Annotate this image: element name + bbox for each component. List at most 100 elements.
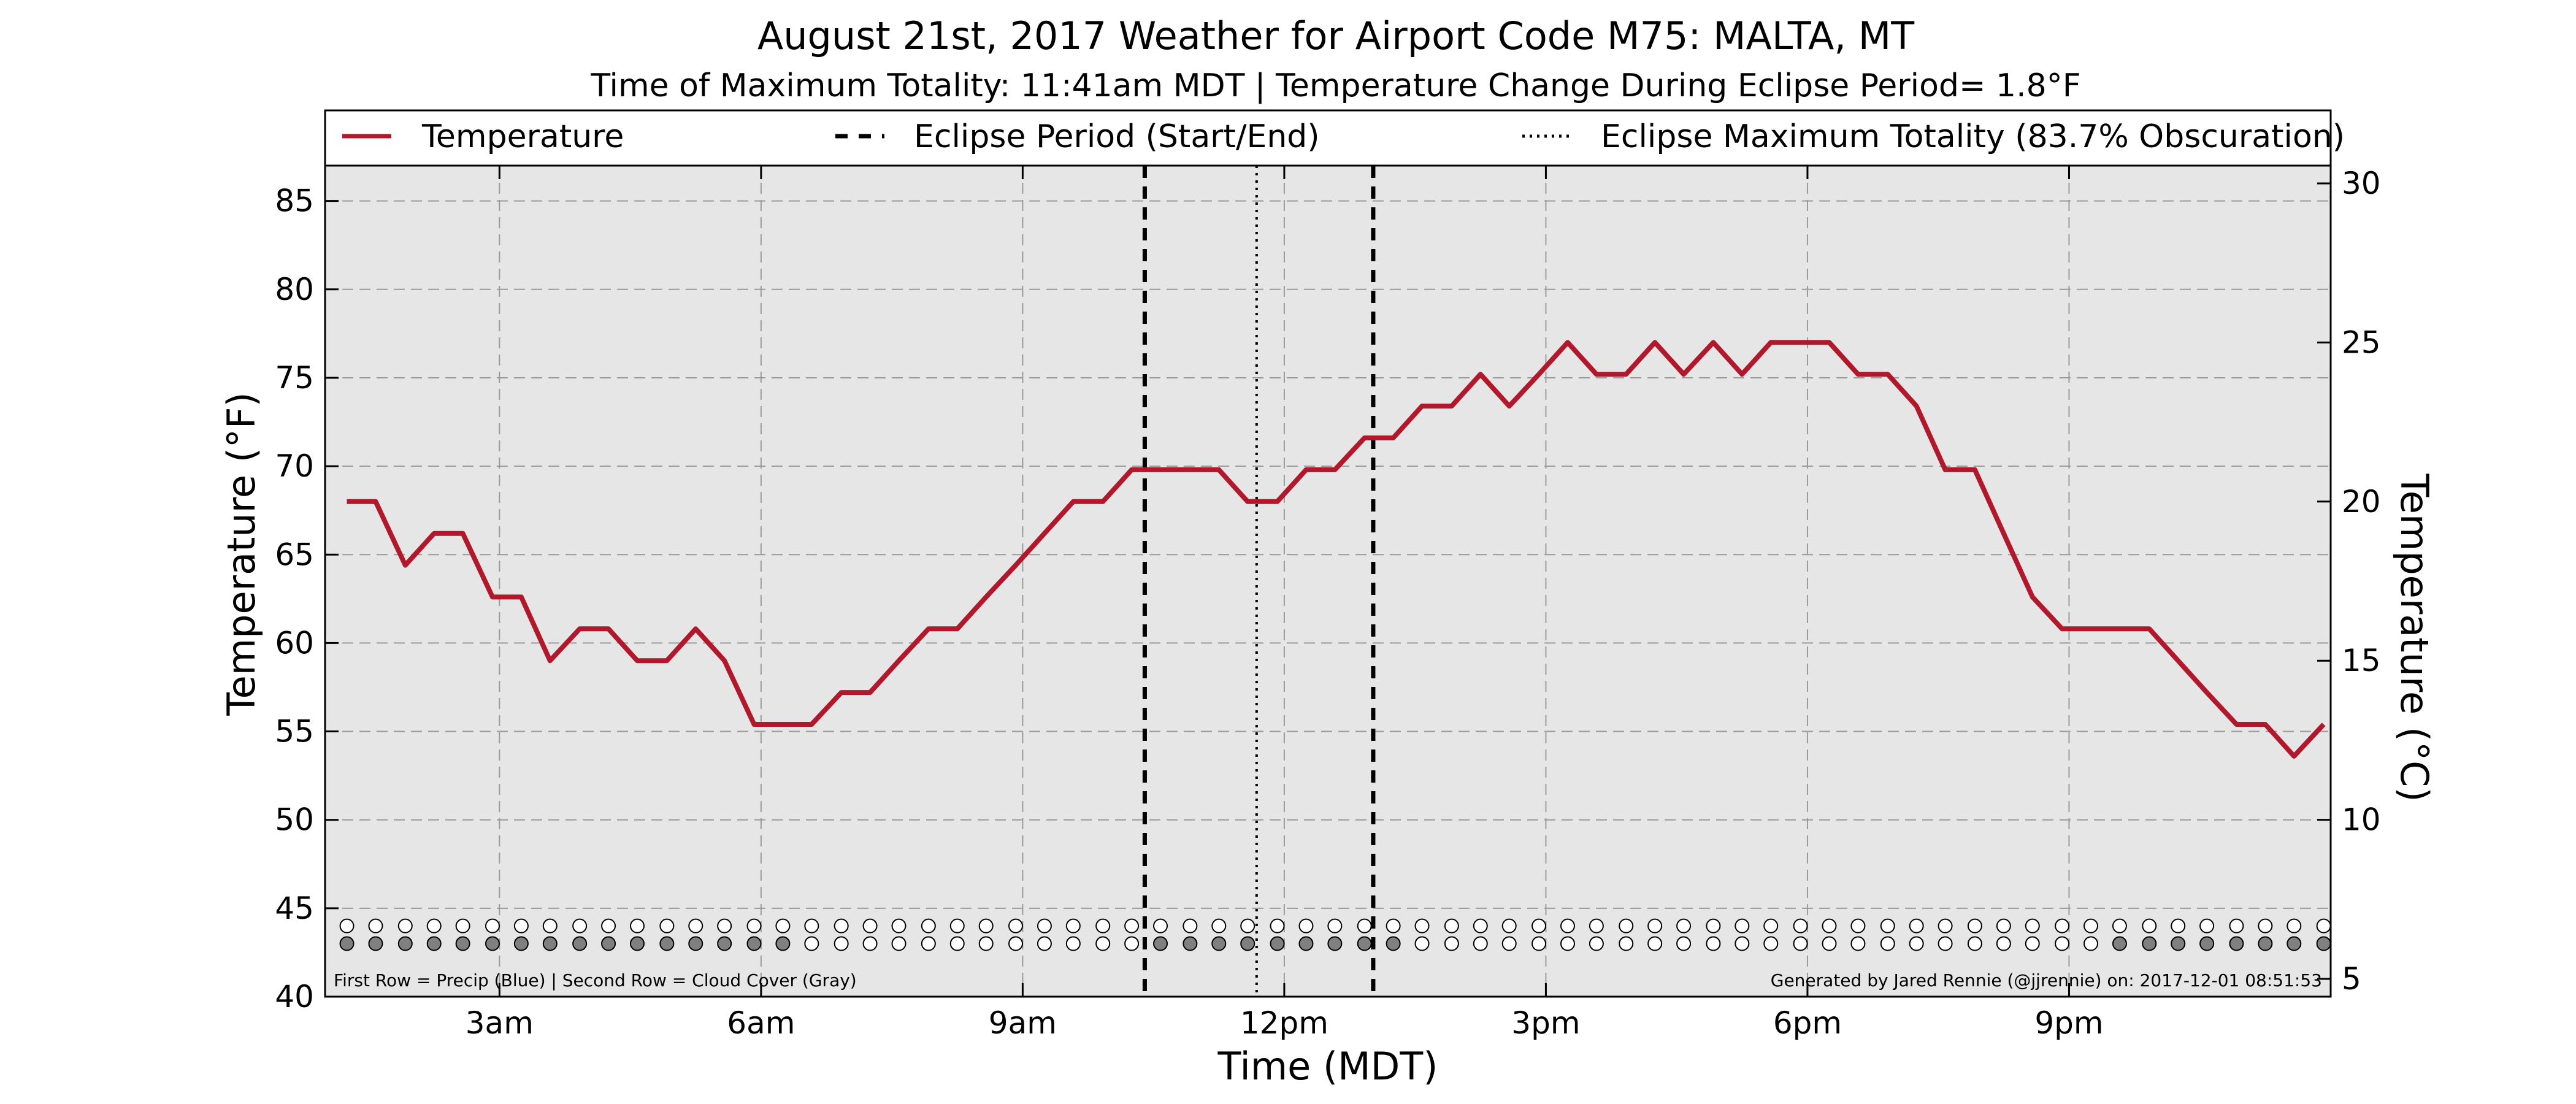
cloud-cover-marker <box>629 936 645 951</box>
precip-marker <box>921 918 936 933</box>
y-axis-label-left: Temperature (°F) <box>219 392 264 716</box>
precip-marker <box>1386 918 1401 933</box>
cloud-cover-marker <box>1327 936 1343 951</box>
cloud-cover-marker <box>485 936 500 951</box>
precip-marker <box>1065 918 1081 933</box>
cloud-cover-marker <box>1793 936 1808 951</box>
eclipse-lines <box>1142 166 1376 997</box>
cloud-cover-marker <box>1822 936 1837 951</box>
precip-marker <box>1763 918 1779 933</box>
precip-marker <box>746 918 762 933</box>
y-tick-label-left: 50 <box>275 802 314 838</box>
series-group <box>347 340 2326 759</box>
cloud-cover-marker <box>688 936 703 951</box>
cloud-cover-marker <box>1735 936 1750 951</box>
y-axis-label-right: Temperature (°C) <box>2392 473 2437 802</box>
cloud-cover-marker <box>1938 936 1953 951</box>
precip-marker <box>1589 918 1604 933</box>
precip-marker <box>1967 918 1982 933</box>
precip-marker <box>2083 918 2099 933</box>
cloud-cover-marker <box>513 936 529 951</box>
cloud-cover-marker <box>2142 936 2157 951</box>
precip-marker <box>1240 918 1255 933</box>
cloud-cover-marker <box>1589 936 1604 951</box>
chart-subtitle: Time of Maximum Totality: 11:41am MDT | … <box>590 67 2080 104</box>
cloud-cover-marker <box>1880 936 1895 951</box>
cloud-cover-marker <box>455 936 470 951</box>
precip-marker <box>1501 918 1517 933</box>
precip-marker <box>397 918 413 933</box>
precip-marker <box>717 918 732 933</box>
precip-marker <box>1124 918 1140 933</box>
plot-area <box>325 166 2331 997</box>
cloud-cover-marker <box>397 936 413 951</box>
cloud-cover-marker <box>1414 936 1430 951</box>
precip-marker <box>2055 918 2070 933</box>
cloud-cover-marker <box>717 936 732 951</box>
cloud-cover-marker <box>1240 936 1255 951</box>
precip-marker <box>455 918 470 933</box>
indicator-rows <box>339 918 2331 951</box>
cloud-cover-marker <box>1095 936 1111 951</box>
cloud-cover-marker <box>2171 936 2186 951</box>
cloud-cover-marker <box>862 936 878 951</box>
precip-marker <box>1619 918 1634 933</box>
cloud-cover-marker <box>1211 936 1227 951</box>
precip-marker <box>2316 918 2331 933</box>
precip-marker <box>1473 918 1488 933</box>
cloud-cover-marker <box>601 936 616 951</box>
precip-marker <box>834 918 849 933</box>
y-tick-label-left: 45 <box>275 891 314 926</box>
y-tick-label-left: 85 <box>275 183 314 219</box>
precip-marker <box>804 918 819 933</box>
cloud-cover-marker <box>1850 936 1866 951</box>
y-tick-label-left: 55 <box>275 714 314 749</box>
y-tick-label-right: 5 <box>2342 961 2361 997</box>
y-tick-label-left: 40 <box>275 979 314 1014</box>
precip-marker <box>1850 918 1866 933</box>
cloud-cover-marker <box>921 936 936 951</box>
cloud-cover-marker <box>1560 936 1575 951</box>
precip-marker <box>1706 918 1721 933</box>
cloud-cover-marker <box>1501 936 1517 951</box>
precip-marker <box>572 918 588 933</box>
cloud-cover-marker <box>659 936 675 951</box>
cloud-cover-marker <box>1676 936 1692 951</box>
cloud-cover-marker <box>542 936 558 951</box>
precip-marker <box>339 918 355 933</box>
precip-marker <box>1793 918 1808 933</box>
cloud-cover-marker <box>891 936 907 951</box>
cloud-cover-marker <box>1298 936 1314 951</box>
cloud-cover-marker <box>2258 936 2273 951</box>
cloud-cover-marker <box>426 936 442 951</box>
cloud-cover-marker <box>2316 936 2331 951</box>
precip-marker <box>542 918 558 933</box>
precip-marker <box>949 918 965 933</box>
precip-marker <box>1880 918 1895 933</box>
cloud-cover-marker <box>1706 936 1721 951</box>
cloud-cover-marker <box>804 936 819 951</box>
precip-marker <box>1996 918 2011 933</box>
precip-marker <box>1560 918 1575 933</box>
cloud-cover-marker <box>1357 936 1372 951</box>
x-tick-label: 3pm <box>1511 1005 1580 1041</box>
cloud-cover-marker <box>775 936 791 951</box>
x-tick-label: 12pm <box>1240 1005 1328 1041</box>
precip-marker <box>1531 918 1547 933</box>
cloud-cover-marker <box>2025 936 2040 951</box>
cloud-cover-marker <box>368 936 383 951</box>
cloud-cover-marker <box>1153 936 1168 951</box>
cloud-cover-marker <box>1037 936 1052 951</box>
precip-marker <box>862 918 878 933</box>
y-tick-label-right: 30 <box>2342 166 2381 201</box>
precip-marker <box>659 918 675 933</box>
cloud-cover-marker <box>978 936 994 951</box>
cloud-cover-marker <box>1647 936 1663 951</box>
precip-marker <box>629 918 645 933</box>
precip-marker <box>1822 918 1837 933</box>
precip-marker <box>775 918 791 933</box>
precip-marker <box>1270 918 1285 933</box>
y-tick-label-right: 25 <box>2342 324 2381 360</box>
x-tick-label: 3am <box>466 1005 534 1041</box>
y-tick-label-right: 10 <box>2342 802 2381 838</box>
